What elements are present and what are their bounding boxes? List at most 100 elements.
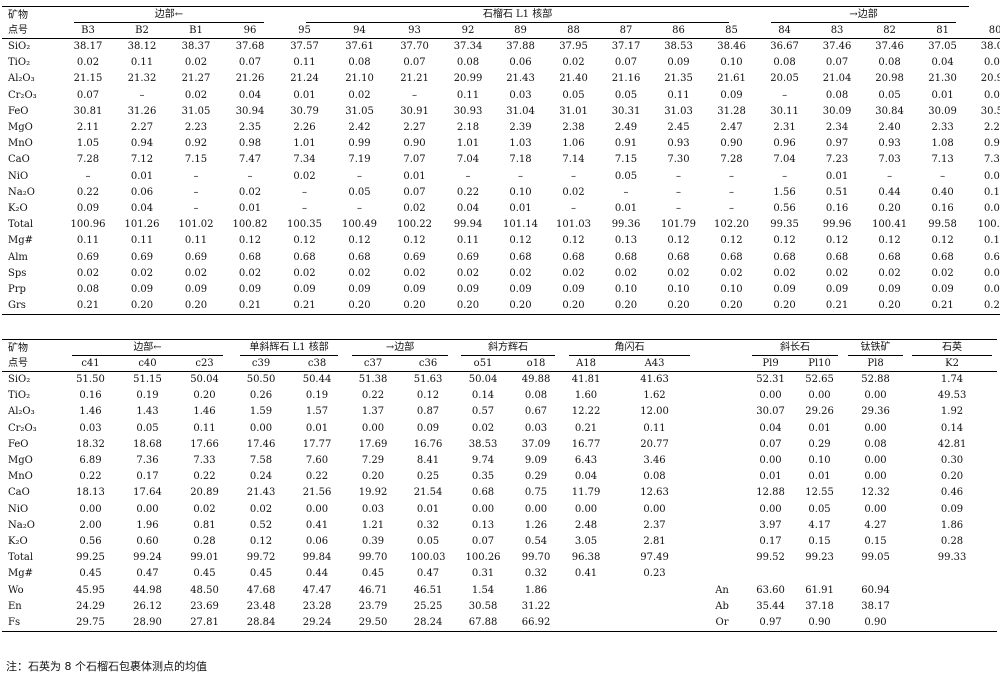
- header-group-label: →边部: [351, 340, 449, 356]
- table-cell: 0.20: [332, 298, 388, 316]
- table-cell: 0.10: [720, 284, 743, 296]
- table-row: CaO 7.28 7.12 7.15 7.47 7.34 7.19 7.07 7.04 7.18 7…: [2, 152, 1000, 168]
- table-cell: 0.97: [825, 138, 849, 150]
- row-label: Total: [8, 219, 34, 231]
- table-row: TiO₂ 0.02 0.11 0.02 0.07 0.11 0.08 0.07 0.08 0.06…: [2, 55, 1000, 71]
- header-point: B2: [115, 23, 169, 39]
- table-cell: 1.74: [940, 374, 964, 385]
- header-point: 96: [223, 23, 278, 39]
- table-cell: 18.68: [133, 438, 162, 450]
- table-cell: –: [676, 186, 682, 198]
- table-cell: 2.18: [456, 122, 480, 134]
- table-cell: 0.68: [720, 251, 743, 263]
- table-row: Al₂O₃ 21.15 21.32 21.27 21.26 21.24 21.10 21.21…: [2, 71, 1000, 87]
- table-cell: 50.50: [246, 374, 276, 385]
- table-cell: 0.51: [825, 186, 849, 198]
- table-cell: 0.02: [193, 503, 216, 515]
- table-cell: 0.07: [76, 89, 100, 101]
- table-cell: 2.00: [79, 519, 102, 531]
- table-cell: 0.01: [808, 471, 831, 483]
- row-label: Na₂O: [8, 186, 35, 198]
- table-cell: 2.49: [614, 122, 638, 134]
- table-cell: 51.38: [358, 374, 388, 385]
- table-cell: 30.11: [770, 105, 799, 117]
- table-cell: 30.09: [822, 105, 852, 117]
- table-cell: 0.92: [184, 138, 208, 150]
- header-group: →边部: [345, 339, 456, 356]
- table-cell: 27.81: [176, 615, 234, 633]
- table-row: Na₂O 0.22 0.06 – 0.02 – 0.05 0.07 0.22 0.10 0.02 – –…: [2, 185, 1000, 201]
- header-mineral: 矿物: [2, 339, 62, 356]
- table-cell: 0.35: [471, 471, 495, 483]
- table-row: Cr₂O₃ 0.03 0.05 0.11 0.00 0.01 0.00 0.09 0.02 0.0…: [2, 421, 997, 437]
- table-cell: 7.07: [403, 154, 426, 166]
- table-cell: 0.02: [983, 57, 1000, 69]
- table-cell: 37.09: [521, 438, 551, 450]
- table-cell: 0.12: [293, 235, 316, 247]
- table-cell: 1.86: [524, 584, 548, 596]
- table-cell: 0.00: [305, 503, 329, 515]
- table-row: Grs 0.21 0.20 0.20 0.21 0.21 0.20 0.20 0.20 0.20 0…: [2, 298, 1000, 316]
- header-row-group: 矿物 边部← 单斜辉石 L1 核部 →边部 斜方辉石 角闪石 斜长石 钛铁矿 石英: [2, 339, 998, 356]
- table-cell: 30.94: [235, 105, 265, 117]
- table-cell: [698, 437, 746, 453]
- table-cell: –: [465, 170, 471, 182]
- table-cell: 0.68: [509, 251, 532, 263]
- table-cell: 2.81: [643, 536, 666, 548]
- table-cell: 0.29: [808, 438, 831, 450]
- table-cell: 0.02: [931, 267, 954, 279]
- table-cell: 0.14: [940, 422, 964, 434]
- table-cell: 50.44: [302, 374, 332, 385]
- table-cell: 0.40: [931, 186, 954, 198]
- table-cell: 0.68: [983, 251, 1000, 263]
- table-row: Total 100.96 101.26 101.02 100.82 100.35 100.4…: [2, 217, 1000, 233]
- table-cell: 1.08: [931, 138, 954, 150]
- table-cell: 0.68: [931, 251, 954, 263]
- table-cell: 0.02: [825, 267, 849, 279]
- table-cell: 0.09: [184, 284, 208, 296]
- table-cell: 0.60: [136, 536, 159, 548]
- table-cell: 0.10: [720, 57, 743, 69]
- table-cell: 7.39: [983, 154, 1000, 166]
- table-cell: 4.17: [808, 519, 831, 531]
- table-cell: 0.13: [471, 519, 495, 531]
- table-cell: 0.68: [293, 251, 316, 263]
- table-cell: 7.23: [825, 154, 849, 166]
- header-point: o51: [455, 356, 512, 372]
- table-row: SiO₂ 38.17 38.12 38.37 37.68 37.57 37.61 37.70 3…: [2, 39, 1000, 56]
- table-cell: 21.56: [302, 487, 332, 499]
- table-cell: 0.68: [471, 487, 495, 499]
- table-cell: 2.42: [348, 122, 371, 134]
- header-point: c23: [176, 356, 234, 372]
- table-cell: 0.21: [811, 298, 864, 316]
- table-cell: 30.58: [468, 600, 498, 612]
- table-cell: 2.29: [983, 122, 1000, 134]
- table-cell: 0.08: [825, 89, 849, 101]
- table-cell: 0.20: [878, 203, 901, 215]
- table-cell: 0.04: [456, 203, 480, 215]
- table-cell: 0.11: [667, 89, 690, 101]
- table-cell: 17.66: [190, 438, 219, 450]
- table-cell: –: [302, 203, 308, 215]
- header-group: 钛铁矿: [844, 339, 908, 356]
- table-cell: 0.09: [130, 284, 154, 296]
- table-cell: 0.32: [524, 568, 548, 580]
- header-group: 边部←: [62, 339, 234, 356]
- table-row: SiO₂ 51.50 51.15 50.04 50.50 50.44 51.38 51.63 5…: [2, 372, 997, 389]
- table-cell: 0.20: [169, 298, 223, 316]
- table-cell: 41.63: [640, 374, 669, 385]
- table-cell: 0.69: [184, 251, 208, 263]
- table-row: Wo 45.95 44.98 48.50 47.68 47.47 46.71 46.51 1.5…: [2, 583, 997, 599]
- table-cell: 100.96: [70, 219, 106, 231]
- table-cell: 0.09: [403, 284, 426, 296]
- table-cell: 0.05: [614, 170, 638, 182]
- table-cell: 0.68: [773, 251, 796, 263]
- table-cell: 63.60: [756, 584, 785, 596]
- mineral-composition-table: 矿物 边部← 单斜辉石 L1 核部 →边部 斜方辉石 角闪石 斜长石 钛铁矿 石英 点号 c41 c4…: [2, 339, 998, 633]
- table-cell: [698, 372, 746, 389]
- table-cell: 0.22: [361, 390, 385, 402]
- table-cell: –: [139, 89, 145, 101]
- row-label: Alm: [8, 251, 28, 263]
- table-cell: 7.04: [773, 154, 796, 166]
- table-cell: 101.02: [178, 219, 214, 231]
